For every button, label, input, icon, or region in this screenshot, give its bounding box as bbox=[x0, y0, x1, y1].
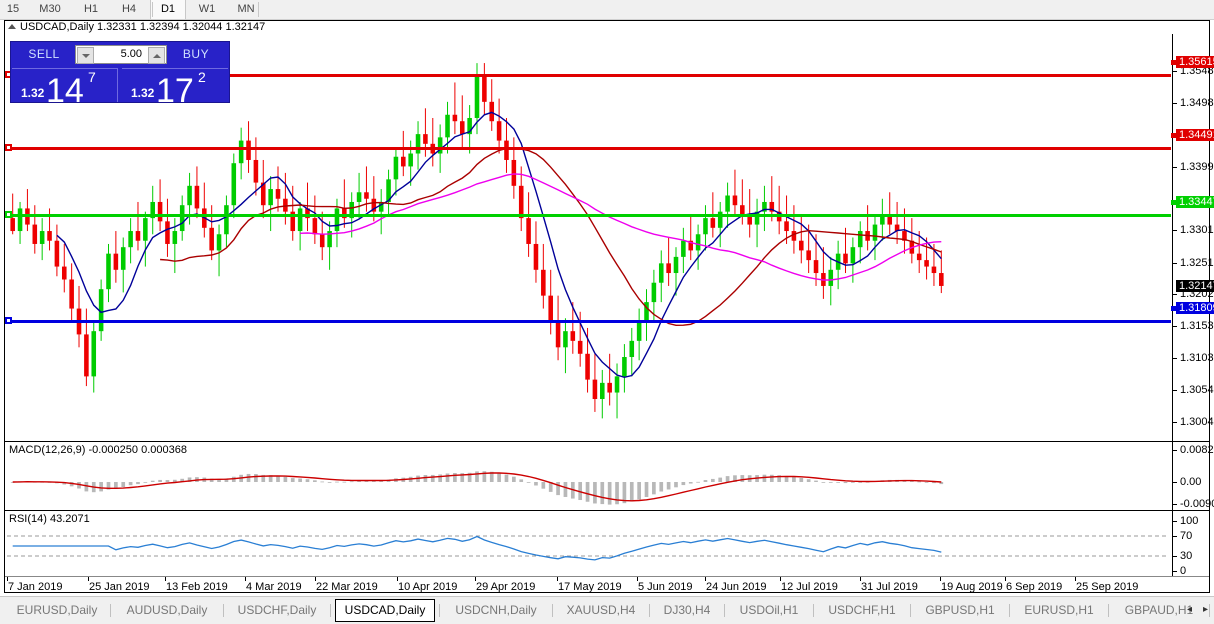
tab-usdchf-h1[interactable]: USDCHF,H1 bbox=[828, 603, 896, 617]
timeframe-MN[interactable]: MN bbox=[237, 3, 255, 15]
macd-axis-label: -0.009066 bbox=[1180, 498, 1214, 510]
buy-price-fraction: 2 bbox=[198, 69, 206, 85]
level-line-1.31809[interactable] bbox=[7, 319, 1171, 323]
one-click-trading-panel[interactable]: SELL 5.00 BUY 1.32 14 7 1.32 17 2 bbox=[10, 41, 230, 108]
date-axis-label: 24 Jun 2019 bbox=[706, 581, 767, 593]
timeframe-D1[interactable]: D1 bbox=[150, 0, 186, 19]
price-tag-1.31809: 1.31809 bbox=[1176, 301, 1214, 314]
date-axis-label: 12 Jul 2019 bbox=[781, 581, 838, 593]
date-axis-label: 10 Apr 2019 bbox=[398, 581, 458, 593]
sell-price-big: 14 bbox=[46, 72, 84, 110]
chart-window: USDCAD,Daily 1.32331 1.32394 1.32044 1.3… bbox=[4, 20, 1214, 593]
volume-decrement-button[interactable] bbox=[77, 47, 94, 64]
price-axis-label: 1.31530 bbox=[1180, 320, 1214, 332]
price-axis-label: 1.33010 bbox=[1180, 224, 1214, 237]
tab-audusd-daily[interactable]: AUDUSD,Daily bbox=[126, 603, 208, 617]
tab-usdchf-daily[interactable]: USDCHF,Daily bbox=[237, 603, 317, 617]
timeframe-toolbar: 15 M30 H1 H4 D1 W1 MN bbox=[0, 0, 1214, 20]
date-axis-label: 25 Jan 2019 bbox=[89, 581, 150, 593]
level-line-1.35615[interactable] bbox=[7, 74, 1171, 78]
tab-eurusd-daily[interactable]: EURUSD,Daily bbox=[16, 603, 98, 617]
date-axis-label: 7 Jan 2019 bbox=[8, 581, 63, 593]
chevron-down-icon bbox=[81, 53, 90, 58]
level-anchor-1.33447[interactable] bbox=[5, 211, 12, 219]
volume-value: 5.00 bbox=[120, 48, 142, 60]
date-axis-label: 19 Aug 2019 bbox=[941, 581, 1003, 593]
date-axis-label: 29 Apr 2019 bbox=[476, 581, 536, 593]
date-axis-label: 4 Mar 2019 bbox=[246, 581, 302, 593]
sell-button[interactable]: SELL bbox=[28, 47, 60, 61]
price-candlestick-plot bbox=[10, 63, 944, 419]
price-tag-1.33447: 1.33447 bbox=[1176, 196, 1214, 209]
chart-title-row: USDCAD,Daily 1.32331 1.32394 1.32044 1.3… bbox=[5, 21, 1209, 34]
price-axis-label: 1.32510 bbox=[1180, 256, 1214, 269]
rsi-axis-label: 70 bbox=[1180, 530, 1193, 542]
price-tag-1.32147: 1.32147 bbox=[1176, 280, 1214, 293]
tab-eurusd-h1[interactable]: EURUSD,H1 bbox=[1024, 603, 1094, 617]
chevron-up-icon bbox=[152, 53, 161, 58]
date-axis-label: 31 Jul 2019 bbox=[861, 581, 918, 593]
macd-axis-label: 0.008214 bbox=[1180, 444, 1214, 456]
tab-usdcad-daily[interactable]: USDCAD,Daily bbox=[335, 599, 435, 622]
price-axis-label: 1.31030 bbox=[1180, 352, 1214, 365]
date-axis-label: 22 Mar 2019 bbox=[316, 581, 378, 593]
buy-button[interactable]: BUY bbox=[182, 47, 210, 61]
level-anchor-1.31809[interactable] bbox=[5, 316, 12, 324]
macd-pane[interactable]: MACD(12,26,9) -0.000250 0.000368 bbox=[5, 442, 1209, 510]
price-axis-label: 1.30540 bbox=[1180, 383, 1214, 396]
rsi-pane[interactable]: RSI(14) 43.2071 bbox=[5, 511, 1209, 576]
date-axis-label: 6 Sep 2019 bbox=[1006, 581, 1063, 593]
price-tag-1.35615: 1.35615 bbox=[1176, 56, 1214, 69]
tab-dj30-h4[interactable]: DJ30,H4 bbox=[663, 603, 711, 617]
date-axis-label: 17 May 2019 bbox=[558, 581, 622, 593]
macd-label: MACD(12,26,9) -0.000250 0.000368 bbox=[9, 444, 187, 456]
chart-symbol-ohlc: USDCAD,Daily 1.32331 1.32394 1.32044 1.3… bbox=[20, 21, 266, 33]
timeframe-W1[interactable]: W1 bbox=[198, 3, 216, 15]
timeframe-M30[interactable]: M30 bbox=[39, 3, 61, 15]
macd-axis-label: 0.00 bbox=[1180, 476, 1202, 488]
chart-tab-bar: EURUSD,Daily AUDUSD,Daily USDCHF,Daily USDC… bbox=[0, 596, 1214, 624]
price-axis-label: 1.30040 bbox=[1180, 416, 1214, 429]
rsi-plot bbox=[7, 535, 1169, 561]
rsi-axis-label: 0 bbox=[1180, 565, 1187, 577]
tab-gbpaud-h1[interactable]: GBPAUD,H1 bbox=[1124, 603, 1194, 617]
price-pane[interactable] bbox=[5, 34, 1209, 441]
level-line-1.34491[interactable] bbox=[7, 146, 1171, 150]
level-line-1.33447[interactable] bbox=[7, 214, 1171, 218]
tab-usdoil-h1[interactable]: USDOil,H1 bbox=[739, 603, 799, 617]
timeframe-H4[interactable]: H4 bbox=[121, 3, 137, 15]
tab-usdcnh-daily[interactable]: USDCNH,Daily bbox=[455, 603, 537, 617]
level-anchor-1.34491[interactable] bbox=[5, 143, 12, 151]
date-axis-label: 5 Jun 2019 bbox=[638, 581, 693, 593]
price-axis-label: 1.35480 bbox=[1180, 64, 1214, 77]
tab-xauusd-h4[interactable]: XAUUSD,H4 bbox=[566, 603, 636, 617]
timeframe-H1[interactable]: H1 bbox=[83, 3, 99, 15]
sell-price-prefix: 1.32 bbox=[21, 86, 45, 100]
buy-price-big: 17 bbox=[156, 72, 194, 110]
date-axis-label: 13 Feb 2019 bbox=[166, 581, 228, 593]
volume-increment-button[interactable] bbox=[148, 47, 165, 64]
rsi-axis-label: 100 bbox=[1180, 515, 1199, 527]
sell-price-quote[interactable]: 1.32 14 7 bbox=[12, 68, 118, 108]
chevron-left-icon[interactable]: ◂ bbox=[1186, 604, 1192, 615]
triangle-up-icon[interactable] bbox=[8, 23, 16, 29]
buy-price-quote[interactable]: 1.32 17 2 bbox=[122, 68, 228, 108]
sell-price-fraction: 7 bbox=[88, 69, 96, 85]
buy-price-prefix: 1.32 bbox=[131, 86, 155, 100]
rsi-label: RSI(14) 43.2071 bbox=[9, 513, 90, 525]
price-axis-label: 1.32020 bbox=[1180, 288, 1214, 301]
price-axis-label: 1.33990 bbox=[1180, 161, 1214, 174]
tab-gbpusd-h1[interactable]: GBPUSD,H1 bbox=[925, 603, 995, 617]
macd-plot bbox=[10, 471, 944, 505]
chevron-right-icon[interactable]: ▸ bbox=[1202, 604, 1208, 615]
date-axis-label: 25 Sep 2019 bbox=[1076, 581, 1139, 593]
volume-field[interactable]: 5.00 bbox=[75, 45, 167, 64]
timeframe-15[interactable]: 15 bbox=[6, 3, 20, 15]
rsi-axis-label: 30 bbox=[1180, 550, 1193, 562]
price-axis-label: 1.34980 bbox=[1180, 97, 1214, 110]
